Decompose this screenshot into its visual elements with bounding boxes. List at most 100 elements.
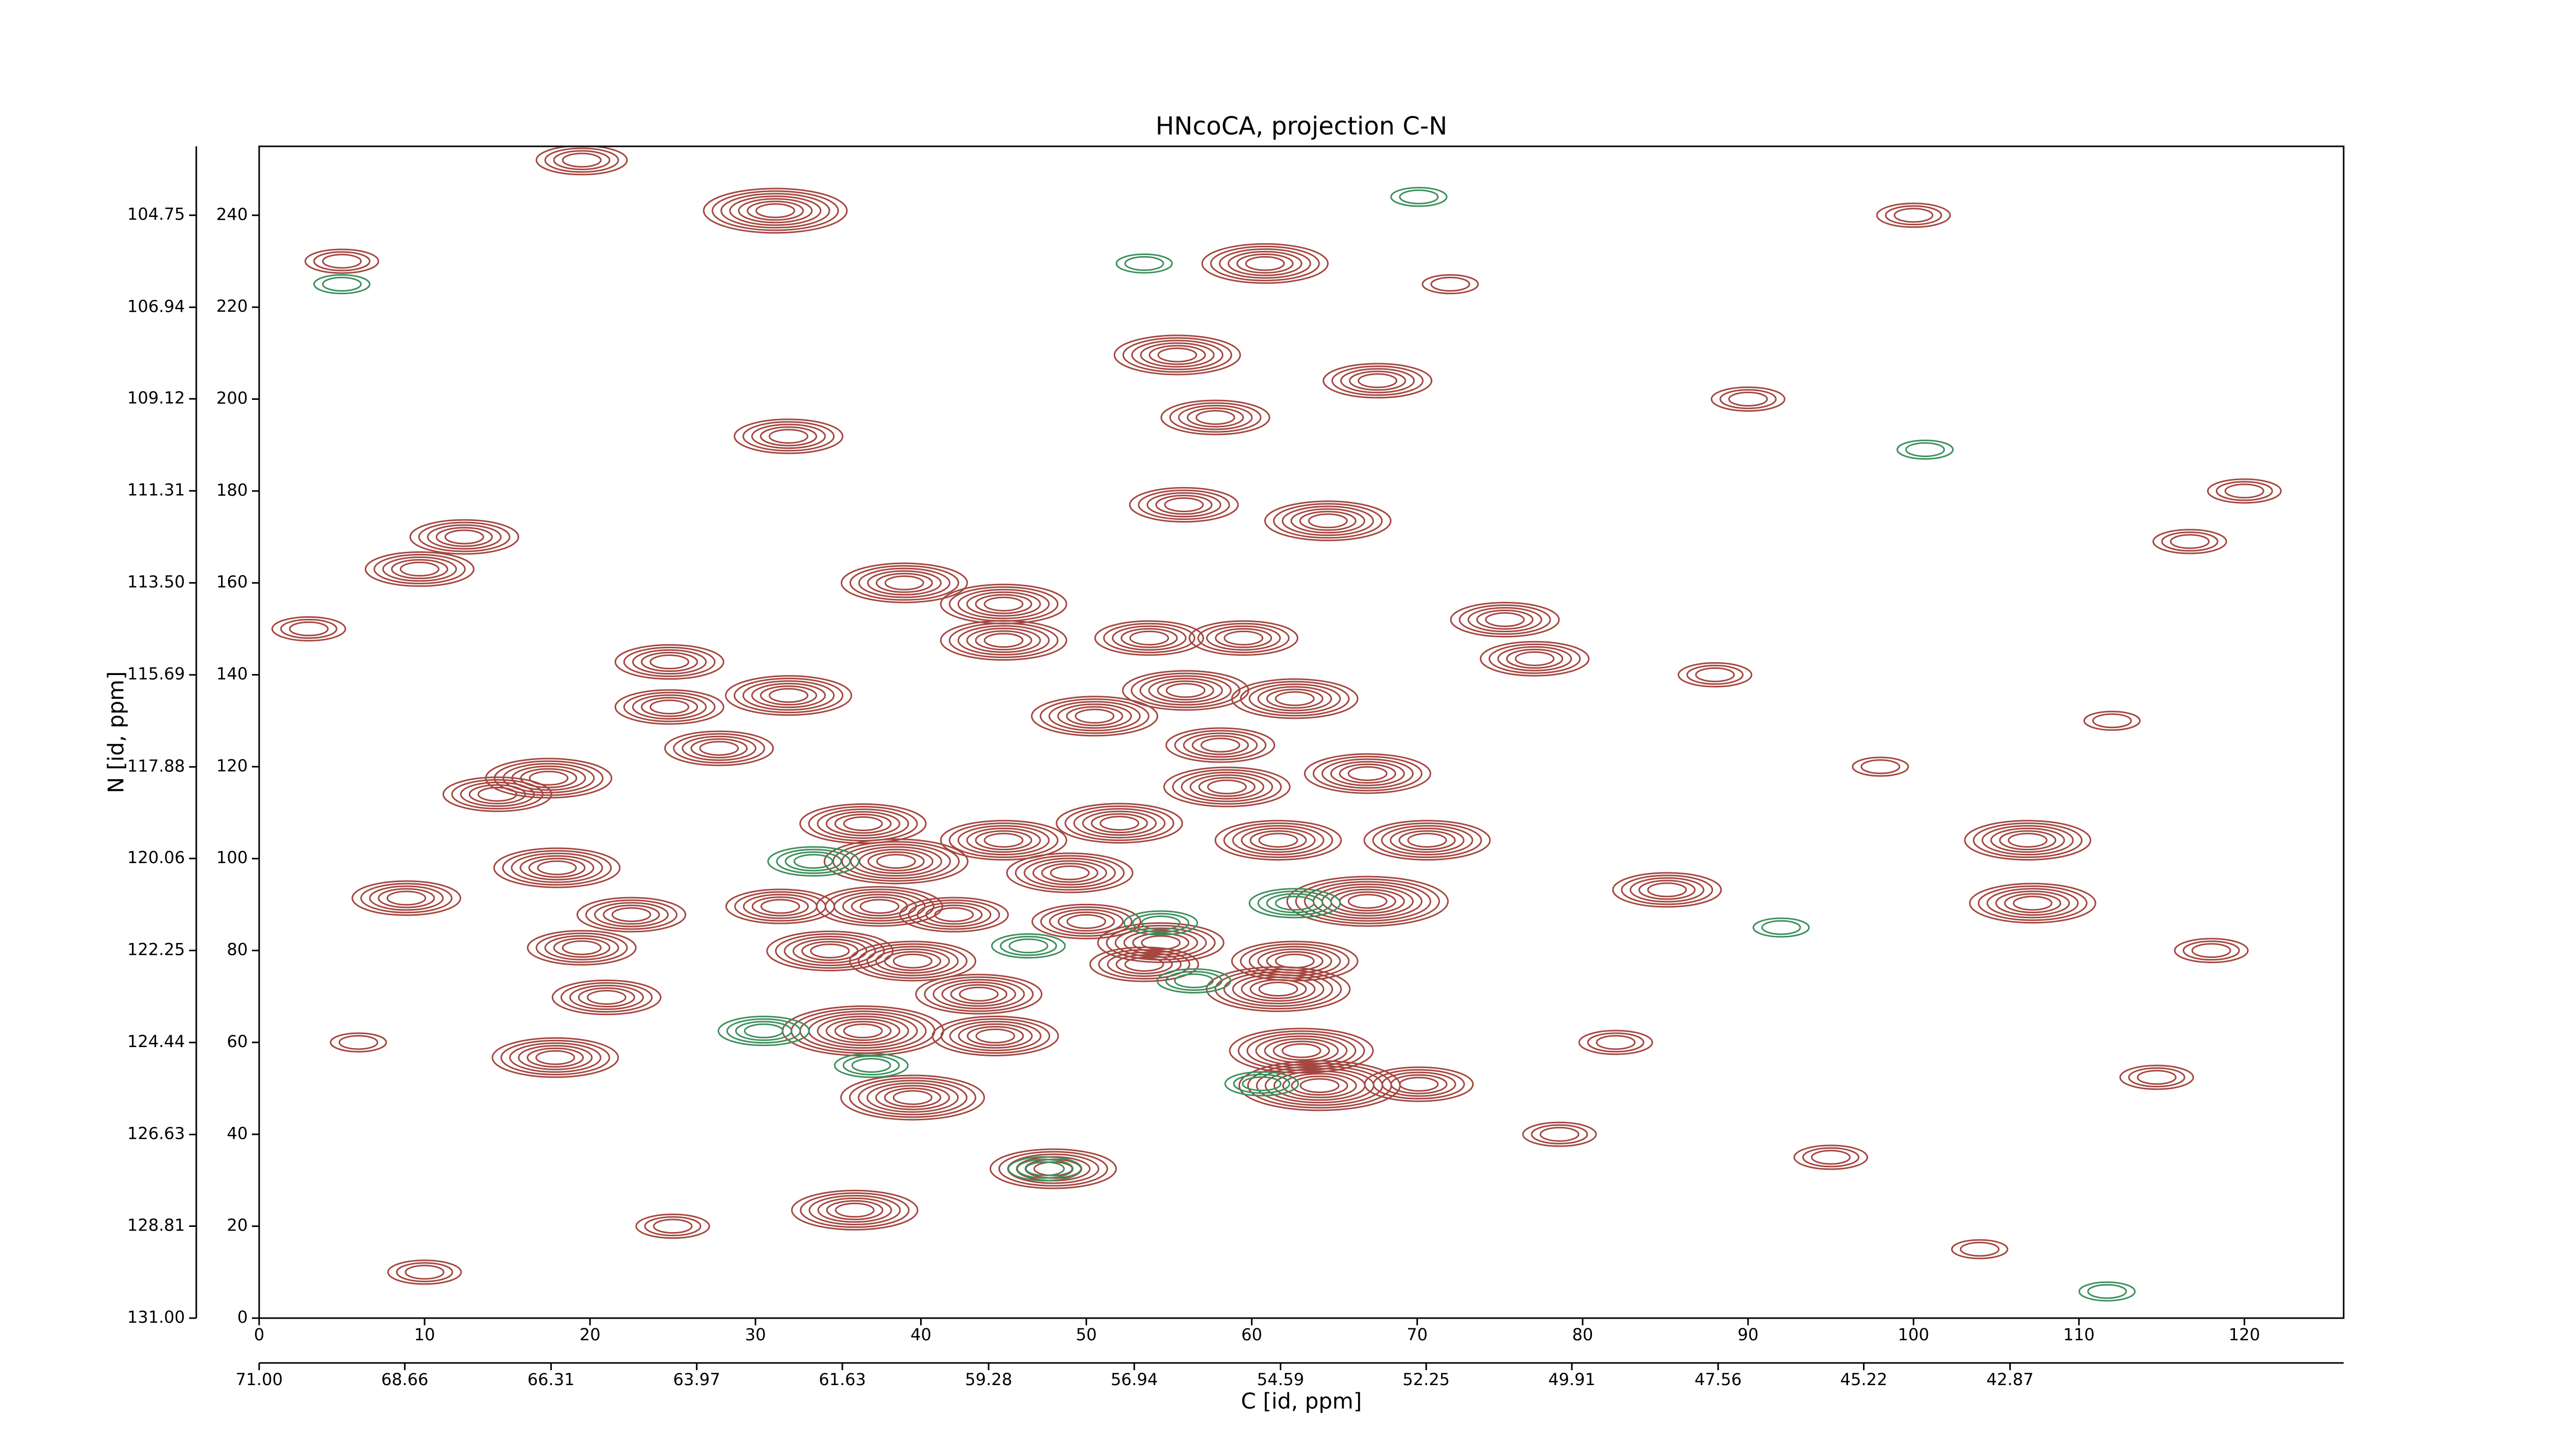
contour-ring bbox=[1031, 696, 1159, 737]
contour-ring bbox=[1885, 205, 1942, 226]
x2ticks-label: 61.63 bbox=[819, 1370, 866, 1389]
contour-ring bbox=[1124, 256, 1164, 271]
contour-ring bbox=[1248, 946, 1341, 976]
contour-ring bbox=[1578, 1030, 1653, 1055]
contour-ring bbox=[612, 907, 651, 922]
contour-ring bbox=[673, 733, 766, 764]
contour-ring bbox=[851, 1058, 891, 1073]
contour-ring bbox=[699, 740, 739, 756]
contour-ring bbox=[742, 680, 835, 711]
xticks-label: 20 bbox=[580, 1325, 601, 1344]
contour-ring bbox=[1308, 513, 1348, 529]
contour-ring bbox=[623, 647, 716, 678]
contour-ring bbox=[1981, 825, 2074, 856]
contour-ring bbox=[1146, 492, 1222, 518]
contour-ring bbox=[1258, 981, 1298, 997]
contour-ring bbox=[957, 625, 1050, 656]
contour-ring bbox=[1163, 766, 1291, 807]
contour-ring bbox=[1896, 440, 1954, 460]
contour-ring bbox=[537, 860, 577, 875]
contour-ring bbox=[738, 198, 813, 224]
contour-ring bbox=[1995, 890, 2070, 916]
contour-ring bbox=[1321, 886, 1414, 917]
contour-ring bbox=[1223, 822, 1333, 858]
contour-ring bbox=[313, 274, 371, 295]
contour-ring bbox=[1612, 872, 1722, 908]
xticks-label: 120 bbox=[2229, 1325, 2260, 1344]
contour-ring bbox=[1107, 951, 1182, 977]
contour-ring bbox=[682, 735, 757, 761]
contour-ring bbox=[1097, 922, 1225, 963]
contour-ring bbox=[832, 841, 960, 882]
contour-ring bbox=[941, 981, 1016, 1007]
y-axis-label: N [id, ppm] bbox=[104, 671, 129, 794]
contour-ring bbox=[958, 1023, 1033, 1049]
contour-ring bbox=[1123, 930, 1198, 955]
contour-ring bbox=[784, 935, 876, 966]
contour-ring bbox=[743, 1023, 784, 1039]
yticks-label: 160 bbox=[216, 572, 248, 592]
contour-ring bbox=[760, 426, 818, 447]
contour-ring bbox=[1951, 1239, 2009, 1259]
xticks-label: 30 bbox=[745, 1325, 766, 1344]
contour-ring bbox=[769, 688, 809, 703]
contour-ring bbox=[725, 675, 853, 716]
contour-ring bbox=[1138, 490, 1230, 520]
contour-ring bbox=[2170, 534, 2210, 549]
yticks-label: 240 bbox=[216, 205, 248, 224]
contour-ring bbox=[826, 1200, 884, 1220]
contour-ring bbox=[404, 1265, 445, 1280]
contour-ring bbox=[1246, 1033, 1357, 1069]
contour-ring bbox=[1057, 703, 1132, 729]
contour-ring bbox=[2174, 938, 2249, 964]
xticks-label: 110 bbox=[2063, 1325, 2095, 1344]
contour-ring bbox=[776, 849, 851, 874]
contour-ring bbox=[1241, 828, 1316, 853]
contour-ring bbox=[1129, 630, 1170, 646]
y2ticks-label: 111.31 bbox=[127, 480, 185, 500]
yticks-label: 100 bbox=[216, 848, 248, 867]
x2ticks-label: 63.97 bbox=[673, 1370, 721, 1389]
contour-ring bbox=[849, 565, 959, 601]
contour-ring bbox=[843, 816, 883, 831]
contour-ring bbox=[1467, 607, 1543, 633]
y2ticks-label: 120.06 bbox=[127, 848, 185, 867]
contour-ring bbox=[1321, 758, 1414, 789]
x2ticks-label: 59.28 bbox=[965, 1370, 1012, 1389]
contour-ring bbox=[1157, 347, 1197, 363]
contour-ring bbox=[586, 990, 626, 1005]
contour-ring bbox=[1131, 340, 1224, 370]
contour-ring bbox=[984, 833, 1024, 848]
contour-ring bbox=[1338, 763, 1396, 784]
contour-ring bbox=[387, 1259, 462, 1285]
yticks-label: 120 bbox=[216, 756, 248, 776]
contour-ring bbox=[1793, 1144, 1869, 1170]
contour-ring bbox=[1157, 680, 1214, 701]
contour-ring bbox=[492, 1037, 619, 1078]
contour-ring bbox=[849, 940, 976, 982]
xticks-label: 70 bbox=[1406, 1325, 1428, 1344]
contour-ring bbox=[1710, 386, 1786, 412]
contour-ring bbox=[1155, 495, 1213, 515]
contour-ring bbox=[378, 888, 435, 908]
contour-ring bbox=[1264, 1038, 1339, 1064]
contour-ring bbox=[1206, 966, 1351, 1012]
xticks-label: 80 bbox=[1572, 1325, 1594, 1344]
contour-ring bbox=[793, 854, 834, 869]
contour-ring bbox=[1281, 506, 1374, 536]
contour-ring bbox=[790, 1008, 936, 1054]
x2ticks-label: 47.56 bbox=[1694, 1370, 1742, 1389]
xticks-label: 60 bbox=[1241, 1325, 1262, 1344]
contour-ring bbox=[1347, 894, 1387, 909]
contour-ring bbox=[1141, 935, 1181, 950]
contour-ring bbox=[569, 985, 644, 1010]
contour-ring bbox=[1630, 877, 1705, 903]
contour-ring bbox=[1286, 875, 1449, 927]
contour-ring bbox=[577, 897, 686, 933]
contour-ring bbox=[720, 193, 831, 229]
contour-ring bbox=[1236, 253, 1294, 274]
contour-ring bbox=[1056, 803, 1183, 844]
contour-ring bbox=[924, 976, 1034, 1012]
contour-ring bbox=[742, 421, 835, 452]
contour-ring bbox=[477, 786, 517, 802]
